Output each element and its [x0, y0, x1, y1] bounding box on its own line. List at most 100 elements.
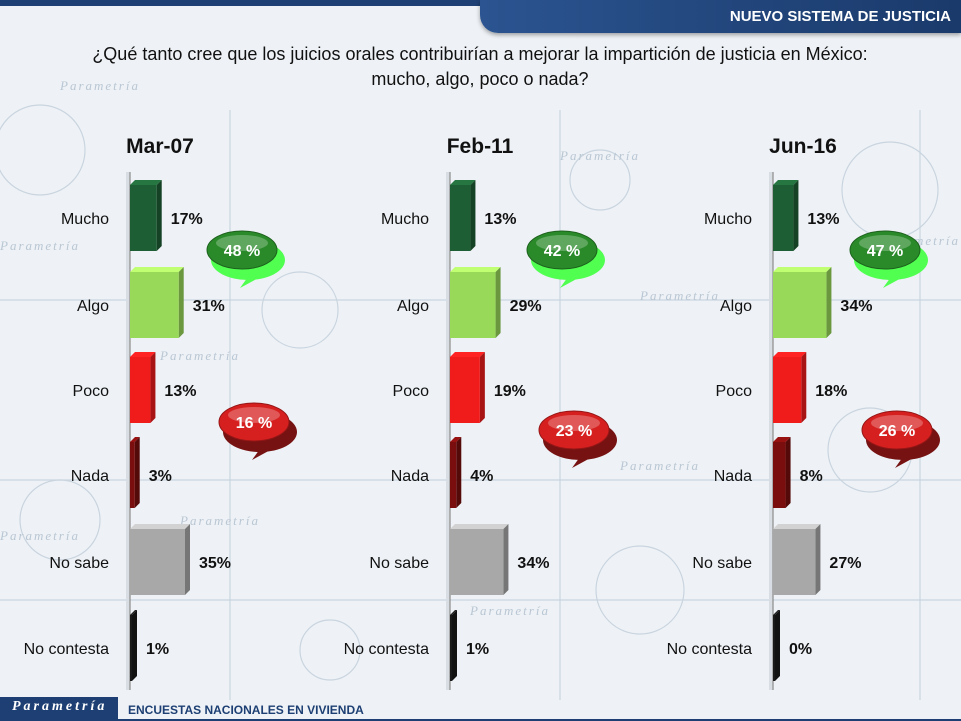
bar-side [150, 352, 156, 423]
value-label: 0% [789, 641, 812, 658]
bubble-highlight [859, 235, 911, 251]
header-title-box: NUEVO SISTEMA DE JUSTICIA [480, 0, 961, 33]
bubble-body [849, 230, 921, 270]
bar-top [773, 437, 791, 442]
watermark-text: Parametría [469, 603, 550, 618]
category-label: No contesta [24, 641, 109, 658]
bar-nada [773, 442, 786, 508]
bubble-body [526, 230, 598, 270]
value-label: 13% [807, 211, 839, 228]
bubble-body [861, 410, 933, 450]
bar-side [785, 437, 791, 508]
question-line-1: ¿Qué tanto cree que los juicios orales c… [92, 44, 868, 64]
category-label: No sabe [692, 555, 752, 572]
bar-side [815, 524, 821, 595]
chart-title: Jun-16 [769, 135, 837, 158]
value-label: 18% [815, 383, 847, 400]
bubble-label: 47 % [867, 243, 903, 260]
bar-no-sabe [130, 529, 185, 595]
footer-logo: Parametría [12, 699, 108, 714]
bar-side [470, 180, 476, 251]
bar-top [130, 267, 184, 272]
bar-nada [130, 442, 135, 508]
bar-top [450, 610, 457, 615]
bar-top [773, 180, 799, 185]
bar-side [178, 267, 184, 338]
value-label: 29% [510, 298, 542, 315]
annotation-bubble-green: 47 % [849, 230, 928, 288]
annotation-bubble-green: 48 % [206, 230, 285, 288]
bubble-body [218, 402, 290, 442]
bubble-body [206, 230, 278, 270]
bar-mucho [130, 185, 157, 251]
footer-text: ENCUESTAS NACIONALES EN VIVIENDA [128, 703, 364, 717]
axis-wall [126, 172, 130, 690]
watermark-text: Parametría [179, 513, 260, 528]
value-label: 4% [470, 468, 493, 485]
bar-side [156, 180, 162, 251]
header-title: NUEVO SISTEMA DE JUSTICIA [729, 8, 951, 25]
category-label: Mucho [704, 211, 752, 228]
bar-no-contesta [450, 615, 452, 681]
bar-poco [773, 357, 802, 423]
bar-top [773, 610, 780, 615]
value-label: 17% [171, 211, 203, 228]
value-label: 13% [484, 211, 516, 228]
watermark-text: Parametría [0, 528, 80, 543]
bubble-highlight [871, 415, 923, 431]
category-label: Algo [720, 298, 752, 315]
bar-side [452, 610, 457, 681]
bar-top [130, 610, 137, 615]
bar-no-sabe [773, 529, 816, 595]
bar-no-contesta [773, 615, 775, 681]
bar-top [130, 524, 190, 529]
bar-side [503, 524, 509, 595]
value-label: 34% [517, 555, 549, 572]
bubble-label: 48 % [224, 243, 260, 260]
bubble-label: 23 % [556, 423, 592, 440]
category-label: No sabe [369, 555, 429, 572]
value-label: 34% [840, 298, 872, 315]
bar-side [826, 267, 832, 338]
bar-side [495, 267, 501, 338]
value-label: 3% [149, 468, 172, 485]
survey-question: ¿Qué tanto cree que los juicios orales c… [20, 42, 940, 92]
bubble-tail [240, 274, 262, 288]
value-label: 13% [164, 383, 196, 400]
annotation-bubble-green: 42 % [526, 230, 605, 288]
category-label: No contesta [344, 641, 429, 658]
category-label: Mucho [381, 211, 429, 228]
annotation-bubble-red: 23 % [538, 410, 617, 468]
value-label: 1% [466, 641, 489, 658]
value-label: 31% [193, 298, 225, 315]
bubble-label: 16 % [236, 415, 272, 432]
bubble-tail [252, 446, 274, 460]
annotation-bubble-red: 16 % [218, 402, 297, 460]
bar-side [479, 352, 485, 423]
category-label: Nada [391, 468, 429, 485]
watermark-text: Parametría [619, 458, 700, 473]
category-label: Poco [393, 383, 430, 400]
chart-title: Feb-11 [447, 135, 514, 158]
category-label: No contesta [667, 641, 752, 658]
watermark-text: Parametría [0, 238, 80, 253]
category-label: No sabe [49, 555, 109, 572]
value-label: 35% [199, 555, 231, 572]
bar-top [450, 267, 501, 272]
bar-nada [450, 442, 457, 508]
bar-side [801, 352, 807, 423]
bar-top [450, 524, 509, 529]
chart-2: Jun-16 Mucho 13% Algo 34% Poco 18% Nada 8% No sab… [667, 135, 940, 690]
bubble-tail [572, 454, 594, 468]
value-label: 27% [829, 555, 861, 572]
chart-0: Mar-07 Mucho 17% Algo 31% Poco 13% Nada 3% No sab… [24, 135, 297, 690]
chart-1: Feb-11 Mucho 13% Algo 29% Poco 19% Nada 4% No sab… [344, 135, 617, 690]
bar-poco [450, 357, 480, 423]
bar-algo [450, 272, 496, 338]
watermark-text: Parametría [559, 148, 640, 163]
bar-top [773, 267, 832, 272]
category-label: Poco [73, 383, 110, 400]
value-label: 8% [800, 468, 823, 485]
watermark-text: Parametría [59, 78, 140, 93]
axis-wall [769, 172, 773, 690]
